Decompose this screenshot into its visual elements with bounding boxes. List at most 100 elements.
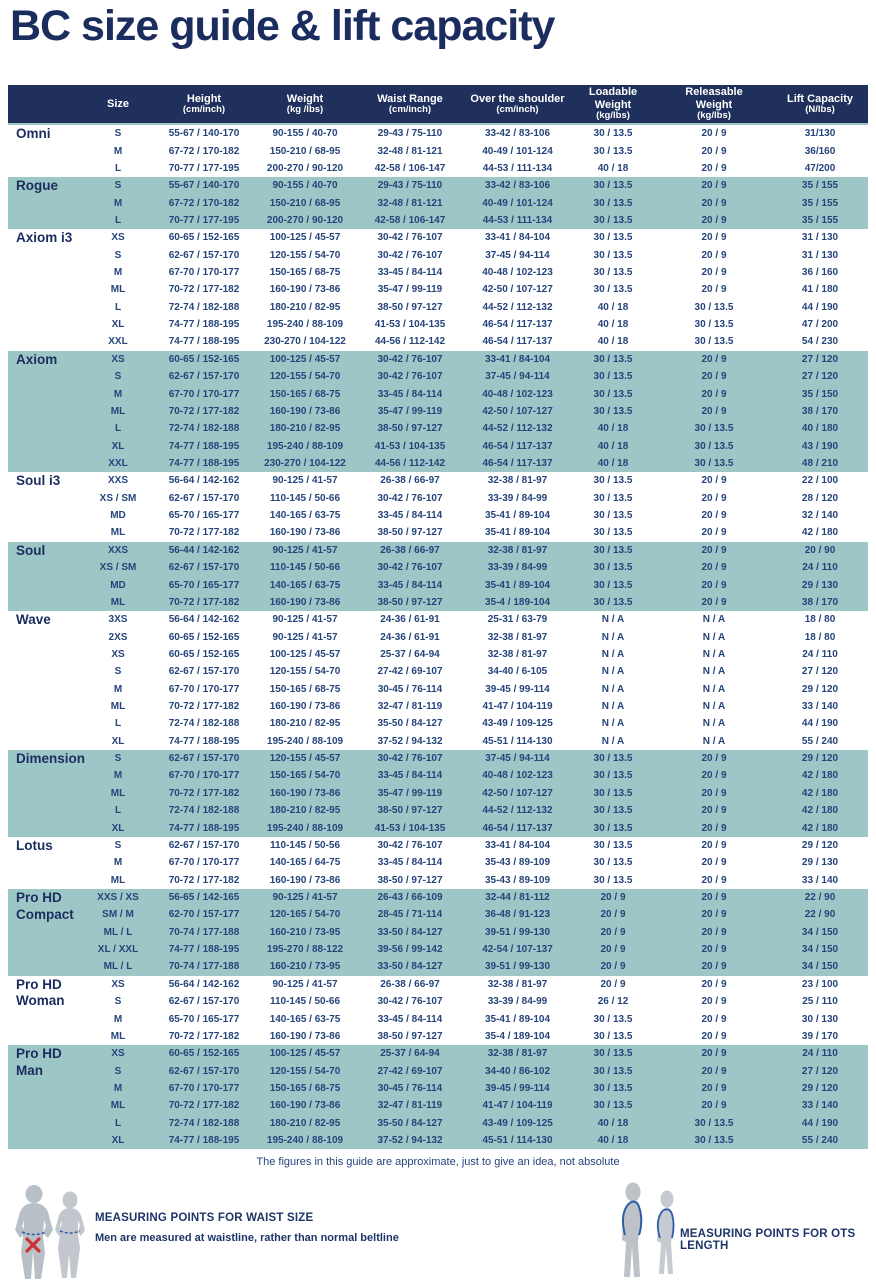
cell-releasable-weight: 20 / 9 [701,353,727,365]
cell-over-shoulder: 33-39 / 84-99 [487,492,548,504]
cell-over-shoulder: 40-49 / 101-124 [482,197,553,209]
cell-loadable-weight: 30 / 13.5 [593,1048,633,1060]
cell-over-shoulder: 34-40 / 86-102 [484,1065,551,1077]
column-label: Waist Range [377,92,443,105]
column-sublabel: (cm/inch) [388,103,432,115]
product-group: Omni S 55-67 / 140-170 90-155 / 40-70 29-43 … [8,125,868,178]
cell-height: 67-70 / 170-177 [168,388,240,400]
ots-measuring-caption: MEASURING POINTS FOR OTS LENGTH [680,1228,876,1252]
cell-waist-range: 32-47 / 81-119 [377,1100,443,1112]
cell-lift-capacity: 29 / 120 [801,753,839,765]
cell-loadable-weight: 30 / 13.5 [593,857,633,869]
cell-weight: 90-125 / 41-57 [272,631,338,643]
cell-lift-capacity: 39 / 170 [801,1030,839,1042]
cell-waist-range: 26-38 / 66-97 [380,978,440,990]
cell-over-shoulder: 45-51 / 114-130 [482,1135,553,1147]
cell-lift-capacity: 42 / 180 [801,822,839,834]
cell-loadable-weight: 30 / 13.5 [593,544,633,556]
cell-over-shoulder: 35-43 / 89-109 [484,857,551,869]
cell-lift-capacity: 34 / 150 [801,961,839,973]
cell-lift-capacity: 47/200 [804,162,836,174]
cell-size: ML [110,787,126,799]
cell-loadable-weight: 40 / 18 [597,1117,629,1129]
cell-waist-range: 38-50 / 97-127 [377,596,443,608]
cell-loadable-weight: 30 / 13.5 [593,388,633,400]
cell-size: XS [111,648,125,660]
cell-waist-range: 32-47 / 81-119 [377,701,443,713]
cell-waist-range: 44-56 / 112-142 [374,458,446,469]
table-row: XL 74-77 / 188-195 195-240 / 88-109 41-53 /… [8,316,868,333]
cell-size: M [113,683,123,695]
cell-size: XXL [108,458,128,469]
cell-height: 74-77 / 188-195 [168,440,240,452]
cell-over-shoulder: 33-41 / 84-104 [484,232,551,244]
product-group-label: Pro HD Woman [16,976,65,1009]
cell-weight: 160-190 / 73-86 [269,1100,341,1112]
cell-loadable-weight: N / A [601,735,625,747]
cell-releasable-weight: N / A [702,701,726,713]
cell-height: 65-70 / 165-177 [168,510,240,522]
cell-waist-range: 24-36 / 61-91 [380,631,440,643]
cell-lift-capacity: 42 / 180 [801,770,839,782]
cell-weight: 90-125 / 41-57 [272,891,338,903]
cell-size: XS [111,353,125,365]
cell-loadable-weight: 40 / 18 [597,319,629,331]
cell-over-shoulder: 43-49 / 109-125 [482,718,553,730]
cell-height: 70-74 / 177-188 [168,926,240,938]
waist-line-man [21,1231,47,1236]
cell-lift-capacity: 24 / 110 [802,1048,838,1060]
cell-lift-capacity: 33 / 140 [801,701,839,713]
table-row: M 67-72 / 170-182 150-210 / 68-95 32-48 / 8… [8,142,868,159]
cell-lift-capacity: 36 / 160 [801,267,839,279]
cell-height: 55-67 / 140-170 [168,180,240,192]
table-row: MD 65-70 / 165-177 140-165 / 63-75 33-45 / … [8,507,868,524]
cell-over-shoulder: 33-42 / 83-106 [484,128,551,140]
cell-waist-range: 33-50 / 84-127 [377,926,443,938]
cell-lift-capacity: 30 / 130 [801,1013,839,1025]
cell-lift-capacity: 18 / 80 [804,631,836,643]
cell-weight: 180-210 / 82-95 [269,805,341,817]
cell-releasable-weight: 20 / 9 [701,145,727,157]
cell-loadable-weight: 30 / 13.5 [593,787,633,799]
cell-loadable-weight: 30 / 13.5 [593,128,633,140]
column-label: Loadable Weight [588,86,638,111]
product-group: Rogue S 55-67 / 140-170 90-155 / 40-70 29-43… [8,177,868,230]
cell-weight: 150-210 / 68-95 [269,145,341,157]
cell-over-shoulder: 42-50 / 107-127 [482,787,553,799]
cell-waist-range: 38-50 / 97-127 [377,423,443,435]
cell-over-shoulder: 37-45 / 94-114 [485,371,550,383]
cell-weight: 160-190 / 73-86 [269,284,341,296]
cell-releasable-weight: 20 / 9 [701,1082,727,1094]
cell-waist-range: 42-58 / 106-147 [374,214,446,226]
cell-releasable-weight: 20 / 9 [701,162,727,174]
cell-height: 67-72 / 170-182 [168,197,240,209]
cell-weight: 90-155 / 40-70 [272,128,338,140]
cell-height: 67-72 / 170-182 [168,145,240,157]
cell-releasable-weight: 20 / 9 [701,562,727,574]
man-silhouette-front [15,1185,53,1279]
cell-lift-capacity: 55 / 240 [801,1135,839,1147]
cell-height: 74-77 / 188-195 [168,336,240,348]
table-row: ML 70-72 / 177-182 160-190 / 73-86 35-47 / … [8,281,868,298]
cell-lift-capacity: 35 / 150 [801,388,839,400]
cell-releasable-weight: 20 / 9 [701,579,727,591]
cell-over-shoulder: 42-54 / 107-137 [482,944,553,956]
cell-size: ML [110,284,126,296]
cell-releasable-weight: 20 / 9 [701,197,727,209]
cell-waist-range: 32-48 / 81-121 [377,197,443,209]
ots-caption-title: MEASURING POINTS FOR OTS LENGTH [680,1228,856,1252]
cell-loadable-weight: 30 / 13.5 [593,839,633,851]
cell-height: 67-70 / 170-177 [168,857,240,869]
cell-over-shoulder: 46-54 / 117-137 [482,458,553,469]
cell-waist-range: 38-50 / 97-127 [377,1030,443,1042]
cell-releasable-weight: 20 / 9 [701,527,727,539]
cell-over-shoulder: 45-51 / 114-130 [482,735,553,747]
cell-weight: 100-125 / 45-57 [269,1048,341,1060]
cell-height: 67-70 / 170-177 [168,770,240,782]
cell-height: 70-72 / 177-182 [168,405,240,417]
cell-size: ML / L [103,961,133,973]
cell-size: M [113,1082,123,1094]
product-group: Axiom i3 XS 60-65 / 152-165 100-125 / 45-57… [8,229,868,351]
cell-over-shoulder: 35-41 / 89-104 [484,510,551,522]
